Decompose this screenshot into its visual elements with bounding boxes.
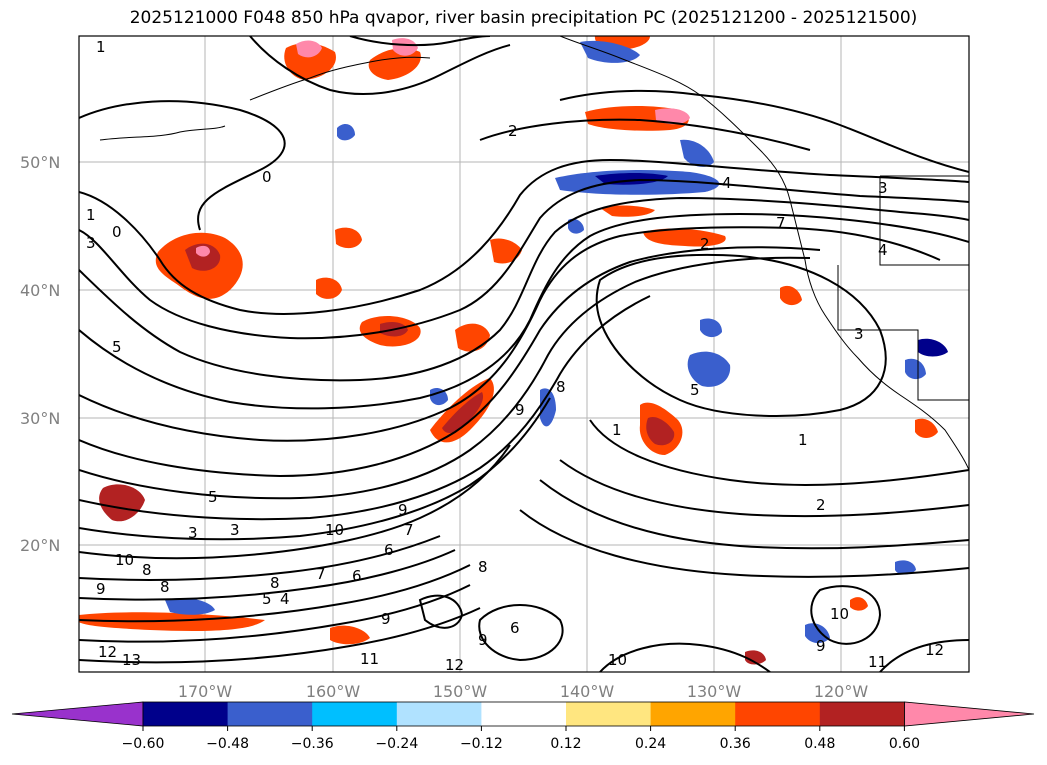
contour-label: 8 [142, 561, 152, 579]
qvapor-contours [79, 36, 969, 672]
colorbar: −0.60 −0.48 −0.36 −0.24 −0.12 0.12 0.24 0.36 0.4… [11, 701, 1035, 752]
contour-label: 11 [868, 653, 887, 671]
colorbar-tick-label: 0.12 [550, 736, 581, 752]
contour-label: 9 [398, 501, 408, 519]
coastlines [99, 36, 969, 471]
lat-label: 20°N [20, 536, 60, 555]
contour-label: 2 [816, 496, 826, 514]
colorbar-segment [312, 702, 398, 726]
longitude-labels: 170°W 160°W 150°W 140°W 130°W 120°W [178, 682, 869, 701]
contour-label: 7 [404, 521, 414, 539]
contour-label: 8 [556, 378, 566, 396]
contour-label: 6 [384, 541, 394, 559]
lon-label: 120°W [814, 682, 869, 701]
contour-label: 4 [280, 590, 290, 608]
contour-label: 5 [690, 381, 700, 399]
contour-label: 9 [96, 580, 106, 598]
contour-label: 0 [112, 223, 122, 241]
contour-label: 8 [478, 558, 488, 576]
contour-label: 4 [722, 174, 732, 192]
colorbar-segment [819, 702, 905, 726]
colorbar-tick-label: −0.24 [375, 736, 418, 752]
contour-label: 9 [816, 637, 826, 655]
colorbar-segment [227, 702, 313, 726]
colorbar-segment [650, 702, 736, 726]
contour-label: 10 [608, 651, 627, 669]
contour-label: 10 [115, 551, 134, 569]
contour-label: 6 [510, 619, 520, 637]
lat-label: 40°N [20, 281, 60, 300]
contour-label: 10 [325, 521, 344, 539]
contour-label: 2 [508, 122, 518, 140]
contour-label: 1 [86, 206, 96, 224]
colorbar-tick-label: −0.60 [122, 736, 165, 752]
contour-label: 9 [478, 631, 488, 649]
contour-label: 10 [830, 605, 849, 623]
contour-label: 1 [96, 38, 106, 56]
contour-label: 12 [445, 656, 464, 674]
contour-label: 5 [208, 488, 218, 506]
lon-label: 130°W [687, 682, 742, 701]
colorbar-tick-label: 0.60 [889, 736, 920, 752]
contour-label: 11 [360, 650, 379, 668]
contour-label: 1 [798, 431, 808, 449]
colorbar-segment [735, 702, 821, 726]
colorbar-extend-high [904, 701, 1035, 727]
lon-label: 140°W [560, 682, 615, 701]
contour-label: 12 [98, 643, 117, 661]
contour-label: 1 [612, 421, 622, 439]
colorbar-tick-label: 0.24 [635, 736, 666, 752]
contour-label: 3 [230, 521, 240, 539]
contour-label: 8 [270, 574, 280, 592]
contour-label: 3 [854, 325, 864, 343]
contour-label: 7 [776, 214, 786, 232]
colorbar-extend-low [11, 701, 144, 727]
colorbar-tick-label: 0.36 [720, 736, 751, 752]
contour-label: 9 [515, 401, 525, 419]
contour-label: 7 [316, 565, 326, 583]
lon-label: 170°W [178, 682, 233, 701]
map-area [79, 36, 969, 672]
colorbar-segment [396, 702, 482, 726]
contour-label: 4 [878, 241, 888, 259]
lat-label: 50°N [20, 153, 60, 172]
contour-label: 13 [122, 651, 141, 669]
contour-label: 3 [188, 524, 198, 542]
map-border [78, 35, 970, 673]
colorbar-border [142, 701, 905, 727]
contour-label: 8 [160, 578, 170, 596]
colorbar-segment [566, 702, 652, 726]
colorbar-tick-label: −0.12 [460, 736, 503, 752]
lon-label: 160°W [306, 682, 361, 701]
colorbar-tick-label: 0.48 [804, 736, 835, 752]
contour-label: 0 [262, 168, 272, 186]
colorbar-segment [481, 702, 567, 726]
figure-title: 2025121000 F048 850 hPa qvapor, river ba… [129, 8, 918, 28]
colorbar-tick-label: −0.36 [291, 736, 334, 752]
lon-label: 150°W [433, 682, 488, 701]
gridlines [79, 36, 969, 672]
latitude-labels: 50°N 40°N 30°N 20°N [20, 153, 60, 555]
contour-label: 12 [925, 641, 944, 659]
colorbar-segment [143, 702, 229, 726]
contour-label: 3 [86, 234, 96, 252]
contour-label: 2 [700, 235, 710, 253]
contour-label: 9 [381, 610, 391, 628]
contour-label: 5 [112, 338, 122, 356]
colorbar-tick-label: −0.48 [206, 736, 249, 752]
contour-labels: 1 2 0 1 0 3 5 5 3 3 10 10 8 7 6 9 8 5 4 … [86, 38, 944, 674]
contour-label: 5 [262, 590, 272, 608]
contour-label: 3 [878, 179, 888, 197]
contour-label: 6 [352, 567, 362, 585]
lat-label: 30°N [20, 409, 60, 428]
